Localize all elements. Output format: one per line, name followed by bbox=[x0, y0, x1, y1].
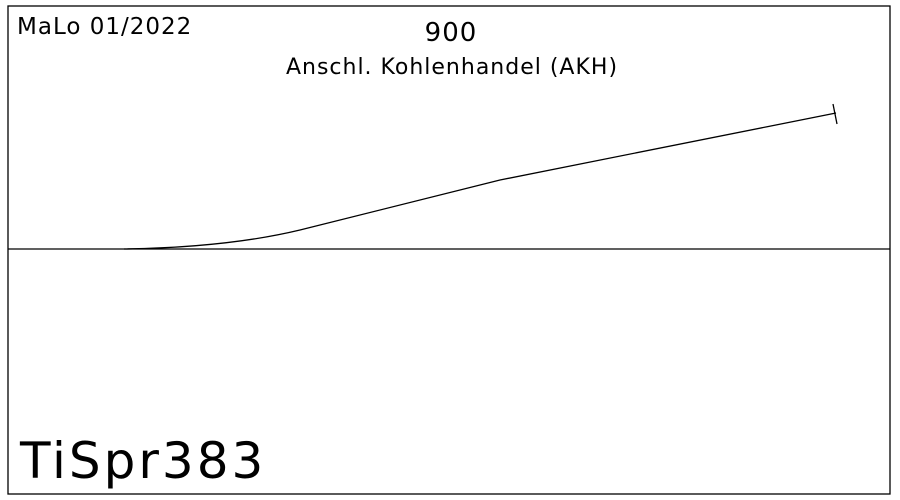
date-code-label: MaLo 01/2022 bbox=[17, 14, 192, 40]
track-number-label: 900 bbox=[425, 18, 478, 48]
branch-track-curve bbox=[123, 112, 837, 250]
diagram-frame bbox=[7, 5, 891, 495]
track-name-label: Anschl. Kohlenhandel (AKH) bbox=[286, 55, 618, 80]
buffer-stop bbox=[832, 103, 838, 125]
sheet-id-label: TiSpr383 bbox=[19, 432, 266, 490]
